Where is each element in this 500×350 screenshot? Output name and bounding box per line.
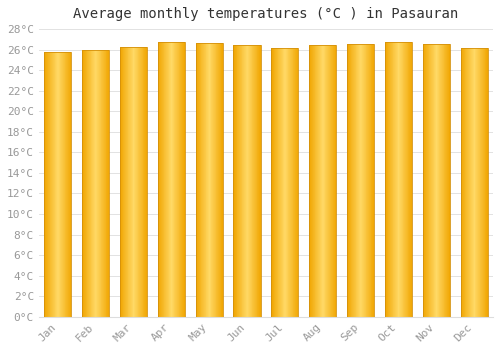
Bar [120, 47, 147, 317]
Bar [460, 48, 488, 317]
Bar [234, 46, 260, 317]
Bar [271, 48, 298, 317]
Bar [347, 44, 374, 317]
Bar [422, 44, 450, 317]
Title: Average monthly temperatures (°C ) in Pasauran: Average monthly temperatures (°C ) in Pa… [74, 7, 458, 21]
Bar [82, 50, 109, 317]
Bar [309, 46, 336, 317]
Bar [44, 52, 72, 317]
Bar [158, 42, 185, 317]
Bar [196, 43, 223, 317]
Bar [385, 42, 412, 317]
